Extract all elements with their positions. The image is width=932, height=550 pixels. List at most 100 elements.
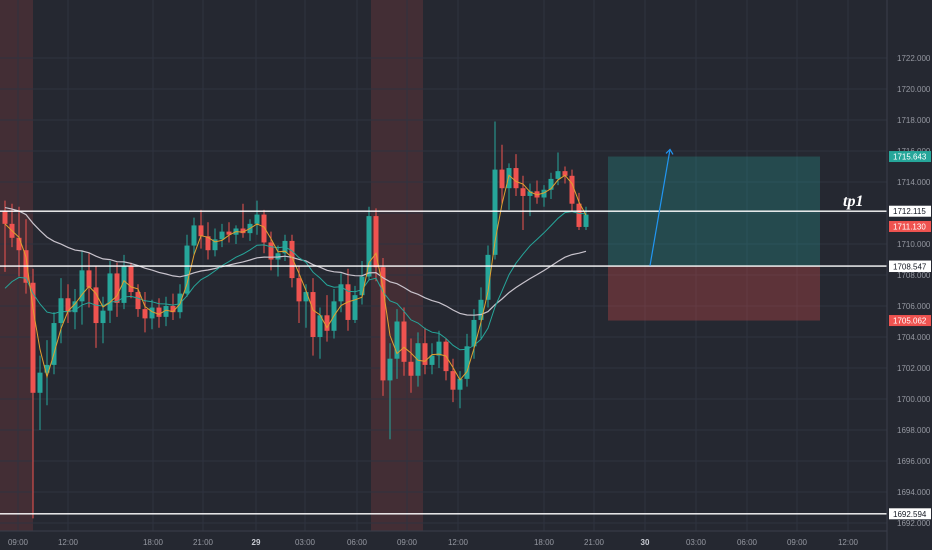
candle [219,223,225,248]
price-tick-label: 1706.000 [897,302,931,311]
candle-body [373,216,379,268]
candle-body [408,361,414,376]
candle [86,253,92,308]
candle [569,169,575,212]
projection-line [649,149,671,266]
candle [72,288,78,330]
moving-average-slow [4,207,587,316]
candle [499,144,505,204]
price-tick-label: 1708.000 [897,271,931,280]
candle [44,340,50,406]
grid-lines [0,0,887,531]
time-tick-label: 21:00 [584,538,605,547]
price-tag-label: 1711.130 [893,222,926,231]
candle [408,338,414,393]
price-tag: 1708.547 [889,261,931,273]
candle-body [37,372,43,393]
candle [541,185,547,207]
candle-body [16,237,22,251]
time-tick-label: 09:00 [397,538,418,547]
candle-body [2,211,8,224]
candle-body [226,231,232,235]
candle-body [338,284,344,302]
candle [205,222,211,260]
price-tag-box [889,220,931,232]
candle-body [163,306,169,317]
candle [513,154,519,196]
candle-body [583,214,589,227]
candle-body [366,216,372,277]
price-axis-background [887,0,932,550]
candle-body [562,171,568,176]
price-tick-label: 1718.000 [897,116,931,125]
price-tag-label: 1712.115 [893,207,926,216]
candle [457,371,463,409]
candle-body [359,276,365,296]
candle [16,206,22,277]
price-tick-label: 1696.000 [897,457,931,466]
candle [324,295,330,342]
candle-body [513,168,519,189]
candle [121,254,127,310]
tp1-annotation[interactable]: tp1 [843,193,863,210]
time-tick-label: 18:00 [534,538,555,547]
candle [254,200,260,235]
candle-body [191,225,197,246]
candle-body [527,191,533,196]
candle-body [240,228,246,234]
candle [310,278,316,356]
candle [415,332,421,387]
candle-body [296,278,302,302]
candle [100,296,106,344]
projection-arrow[interactable] [649,148,674,266]
time-tick-label: 12:00 [58,538,79,547]
candle [107,261,113,324]
candle [380,257,386,396]
candle-body [499,169,505,189]
candle [422,327,428,375]
price-tags: 1715.6431712.1151711.1301708.5781708.547… [889,151,931,520]
long-position-tool[interactable] [608,156,820,321]
candle [149,299,155,330]
candle [387,343,393,440]
candle [366,206,372,280]
price-tag: 1711.130 [889,220,931,232]
candle [170,293,176,320]
candle-body [317,315,323,337]
candle-body [58,298,64,324]
candle [65,284,71,324]
candle [485,245,491,308]
candle [394,309,400,379]
candle-body [100,310,106,324]
candle [226,222,232,243]
candle-body [254,214,260,224]
candle-body [457,378,463,390]
candle [2,200,8,272]
candle-body [422,343,428,365]
price-tick-label: 1702.000 [897,364,931,373]
candle-body [79,270,85,302]
time-tick-label: 12:00 [838,538,859,547]
time-axis[interactable]: 09:00 12:00 18:00 21:00 29 03:00 06:00 09:00 12:… [8,538,859,547]
candle [198,209,204,249]
price-tag: 1692.594 [889,508,931,520]
price-tick-label: 1720.000 [897,85,931,94]
candle-body [65,298,71,313]
candle-body [135,292,141,310]
candle-body [51,323,57,365]
time-tick-label: 03:00 [295,538,316,547]
candle [436,330,442,368]
candle [261,209,267,254]
price-tag-box [889,315,931,327]
candle-body [541,189,547,198]
price-tag: 1705.062 [889,315,931,327]
horizontal-levels[interactable] [0,210,887,515]
price-tag-label: 1715.643 [893,153,927,162]
price-tick-label: 1694.000 [897,488,931,497]
candle [142,292,148,333]
candle [450,358,456,403]
time-tick-label: 03:00 [686,538,707,547]
time-tick-label: 09:00 [787,538,808,547]
candle-body [352,295,358,320]
